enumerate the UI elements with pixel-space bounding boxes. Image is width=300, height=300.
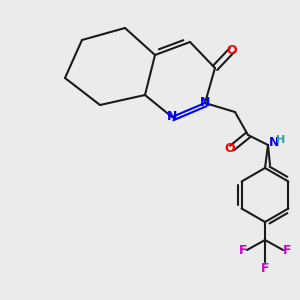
Text: N: N	[200, 97, 210, 110]
Text: F: F	[261, 262, 269, 275]
Text: F: F	[283, 244, 291, 256]
Text: N: N	[167, 110, 177, 124]
Text: N: N	[269, 136, 279, 149]
Text: F: F	[239, 244, 247, 256]
Text: O: O	[225, 142, 235, 154]
Text: O: O	[227, 44, 237, 56]
Text: H: H	[276, 135, 286, 145]
